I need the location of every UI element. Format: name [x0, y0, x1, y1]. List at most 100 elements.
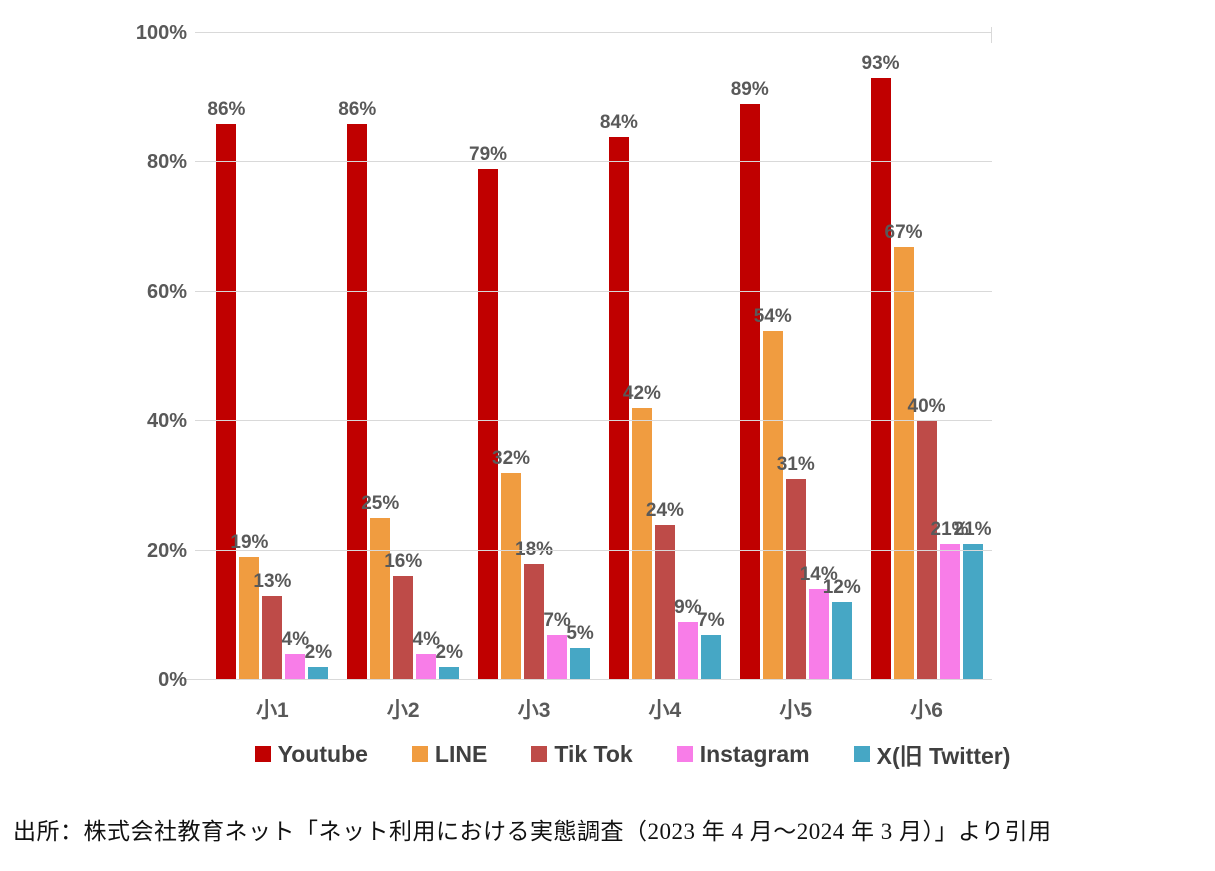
bar-group-小2: 86% 25% 16% 4% 2%	[338, 33, 469, 680]
x-label-小4: 小4	[648, 699, 682, 722]
bar-youtube: 84%	[600, 113, 638, 680]
bar-line: 67%	[885, 223, 923, 680]
bar-instagram: 21%	[931, 520, 969, 680]
bar-value-label: 42%	[622, 383, 661, 405]
bar-value-label: 12%	[822, 577, 861, 599]
bar-value-label: 2%	[304, 642, 333, 664]
bar-x-twitter-: 21%	[954, 520, 992, 680]
bar-value-label: 4%	[412, 629, 440, 651]
legend-item-x-twitter-: X(旧 Twitter)	[853, 737, 1011, 771]
plot-area: 86% 19% 13% 4% 2% 86% 25% 16% 4% 2% 79% 32% 18% 7% 5% 8…	[136, 23, 992, 722]
bar-instagram: 4%	[282, 630, 309, 680]
bar-groups: 86% 19% 13% 4% 2% 86% 25% 16% 4% 2% 79% 32% 18% 7% 5% 8…	[207, 33, 992, 680]
bar-value-label: 84%	[599, 111, 638, 133]
bar-value-label: 86%	[207, 98, 246, 120]
bar-tik-tok: 16%	[384, 552, 422, 680]
bar-tik-tok: 18%	[515, 540, 553, 680]
bar-group-小4: 84% 42% 24% 9% 7%	[599, 33, 730, 680]
bar-youtube: 86%	[338, 100, 376, 680]
bar-x-twitter-: 5%	[566, 624, 594, 680]
bar-value-label: 86%	[338, 98, 377, 120]
y-tick-mark-40	[195, 420, 207, 422]
y-tick-label-0: 0%	[158, 669, 187, 691]
gridline-100	[207, 32, 992, 33]
gridline-40	[207, 420, 992, 422]
x-label-小6: 小6	[910, 699, 943, 722]
legend-item-tik-tok: Tik Tok	[531, 740, 633, 768]
y-tick-mark-0	[195, 679, 207, 680]
bar-value-label: 19%	[230, 532, 269, 554]
gridline-20	[207, 549, 992, 551]
bar-line: 19%	[230, 533, 268, 680]
bar-value-label: 67%	[884, 221, 923, 243]
y-tick-label-40: 40%	[146, 410, 187, 433]
bar-value-label: 2%	[435, 642, 463, 664]
x-label-小1: 小1	[256, 699, 289, 722]
bar-x-twitter-: 7%	[697, 611, 725, 680]
legend-label: LINE	[434, 740, 488, 767]
bar-instagram: 14%	[800, 565, 838, 680]
y-tick-mark-20	[195, 549, 207, 551]
x-label-小5: 小5	[779, 699, 813, 722]
bar-group-小1: 86% 19% 13% 4% 2%	[207, 33, 338, 680]
legend-label: Tik Tok	[554, 740, 633, 767]
bar-value-label: 31%	[776, 454, 815, 476]
y-tick-label-100: 100%	[135, 22, 187, 44]
legend-swatch-icon	[853, 746, 870, 762]
legend-item-youtube: Youtube	[254, 740, 368, 768]
bar-youtube: 93%	[862, 54, 900, 680]
y-tick-mark-60	[195, 290, 207, 292]
y-tick-mark-100	[195, 32, 207, 33]
x-label-小2: 小2	[386, 699, 420, 722]
legend-label: X(旧 Twitter)	[876, 743, 1011, 769]
gridline-0	[185, 679, 992, 680]
legend-item-line: LINE	[411, 740, 488, 768]
bar-value-label: 7%	[697, 609, 725, 631]
bar-tik-tok: 24%	[646, 501, 684, 680]
bar-group-小3: 79% 32% 18% 7% 5%	[469, 33, 600, 680]
bar-line: 32%	[492, 449, 530, 680]
bar-value-label: 14%	[799, 564, 838, 586]
bar-value-label: 93%	[861, 53, 900, 75]
bar-value-label: 5%	[566, 622, 594, 644]
bar-value-label: 16%	[384, 551, 423, 573]
bar-group-小5: 89% 54% 31% 14% 12%	[730, 33, 861, 680]
source-caption: 出所：株式会社教育ネット「ネット利用における実態調査（2023 年 4 月～20…	[13, 819, 1052, 844]
bar-value-label: 13%	[253, 570, 292, 592]
bar-tik-tok: 13%	[253, 572, 291, 680]
legend-label: Instagram	[699, 740, 810, 767]
bar-value-label: 18%	[515, 538, 554, 560]
legend-swatch-icon	[531, 746, 548, 762]
bar-value-label: 9%	[674, 596, 702, 618]
bar-line: 42%	[623, 384, 661, 680]
gridline-80	[207, 161, 992, 163]
bar-value-label: 7%	[543, 609, 571, 631]
y-tick-label-20: 20%	[146, 539, 187, 562]
bar-value-label: 89%	[730, 79, 769, 101]
x-label-小3: 小3	[517, 699, 551, 722]
legend-label: Youtube	[277, 740, 368, 767]
bar-instagram: 4%	[413, 630, 440, 680]
bar-instagram: 9%	[674, 598, 702, 680]
bar-tik-tok: 31%	[777, 455, 815, 680]
bar-group-小6: 93% 67% 40% 21% 21%	[861, 33, 992, 680]
bar-value-label: 21%	[930, 519, 969, 541]
bar-value-label: 21%	[953, 519, 992, 541]
x-axis-labels: 小1 小2 小3 小4 小5 小6	[207, 694, 992, 724]
legend: Youtube LINE Tik Tok Instagram X(旧 Twitter)	[100, 737, 1165, 771]
bar-youtube: 89%	[731, 80, 769, 680]
bar-value-label: 4%	[281, 629, 310, 651]
bar-value-label: 54%	[753, 305, 792, 327]
bar-x-twitter-: 12%	[823, 578, 861, 680]
bar-x-twitter-: 2%	[436, 643, 463, 680]
bar-x-twitter-: 2%	[305, 643, 332, 680]
bar-instagram: 7%	[543, 611, 571, 680]
bar-youtube: 86%	[207, 100, 245, 680]
legend-swatch-icon	[676, 746, 693, 762]
bar-value-label: 25%	[361, 493, 400, 515]
bar-value-label: 79%	[469, 143, 508, 165]
legend-swatch-icon	[254, 746, 271, 762]
bar-line: 54%	[754, 307, 792, 680]
y-tick-label-60: 60%	[146, 280, 187, 303]
